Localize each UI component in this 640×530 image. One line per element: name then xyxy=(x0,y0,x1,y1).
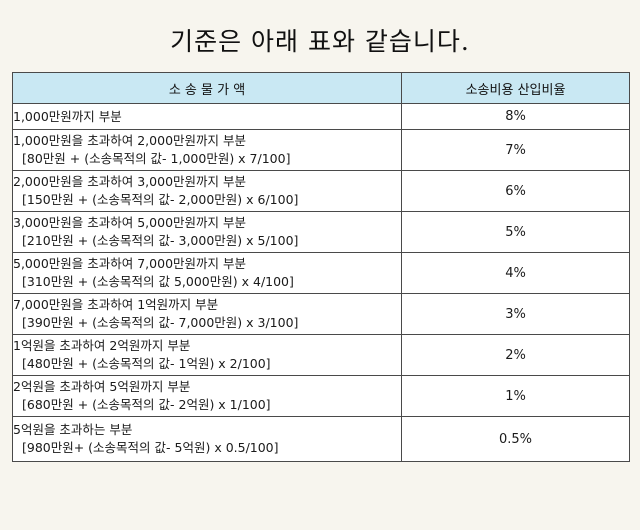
table-row: 2억원을 초과하여 5억원까지 부분 [680만원 + (소송목적의 값- 2억… xyxy=(12,375,630,417)
claim-value-cell: 2,000만원을 초과하여 3,000만원까지 부분 [150만원 + (소송목… xyxy=(12,170,402,212)
formula-text: [980만원+ (소송목적의 값- 5억원) x 0.5/100] xyxy=(22,440,279,455)
page-title: 기준은 아래 표와 같습니다. xyxy=(170,27,470,56)
table-row: 5,000만원을 초과하여 7,000만원까지 부분 [310만원 + (소송목… xyxy=(12,252,630,294)
range-text: 5,000만원을 초과하여 7,000만원까지 부분 xyxy=(13,256,246,271)
range-text: 1억원을 초과하여 2억원까지 부분 xyxy=(13,338,191,353)
range-text: 3,000만원을 초과하여 5,000만원까지 부분 xyxy=(13,215,246,230)
rate-cell: 1% xyxy=(401,375,630,417)
formula-text: [150만원 + (소송목적의 값- 2,000만원) x 6/100] xyxy=(22,192,299,207)
formula-text: [390만원 + (소송목적의 값- 7,000만원) x 3/100] xyxy=(22,315,299,330)
table-row: 2,000만원을 초과하여 3,000만원까지 부분 [150만원 + (소송목… xyxy=(12,170,630,212)
rate-cell: 0.5% xyxy=(401,416,630,462)
column-header-cost-rate: 소송비용 산입비율 xyxy=(401,72,630,104)
claim-value-cell: 3,000만원을 초과하여 5,000만원까지 부분 [210만원 + (소송목… xyxy=(12,211,402,253)
formula-text: [310만원 + (소송목적의 값 5,000만원) x 4/100] xyxy=(22,274,294,289)
claim-value-cell: 7,000만원을 초과하여 1억원까지 부분 [390만원 + (소송목적의 값… xyxy=(12,293,402,335)
claim-value-cell: 5억원을 초과하는 부분 [980만원+ (소송목적의 값- 5억원) x 0.… xyxy=(12,416,402,462)
formula-text: [80만원 + (소송목적의 값- 1,000만원) x 7/100] xyxy=(22,151,291,166)
claim-value-cell: 2억원을 초과하여 5억원까지 부분 [680만원 + (소송목적의 값- 2억… xyxy=(12,375,402,417)
formula-text: [210만원 + (소송목적의 값- 3,000만원) x 5/100] xyxy=(22,233,299,248)
range-text: 1,000만원을 초과하여 2,000만원까지 부분 xyxy=(13,133,246,148)
table-row: 1억원을 초과하여 2억원까지 부분 [480만원 + (소송목적의 값- 1억… xyxy=(12,334,630,376)
table-row: 1,000만원까지 부분 8% xyxy=(12,103,630,130)
rate-cell: 7% xyxy=(401,129,630,171)
table-row: 1,000만원을 초과하여 2,000만원까지 부분 [80만원 + (소송목적… xyxy=(12,129,630,171)
rate-cell: 5% xyxy=(401,211,630,253)
rate-cell: 8% xyxy=(401,103,630,130)
table-row: 7,000만원을 초과하여 1억원까지 부분 [390만원 + (소송목적의 값… xyxy=(12,293,630,335)
range-text: 5억원을 초과하는 부분 xyxy=(13,422,133,437)
column-header-claim-value: 소 송 물 가 액 xyxy=(12,72,402,104)
range-text: 7,000만원을 초과하여 1억원까지 부분 xyxy=(13,297,219,312)
table-row: 5억원을 초과하는 부분 [980만원+ (소송목적의 값- 5억원) x 0.… xyxy=(12,416,630,462)
rate-cell: 4% xyxy=(401,252,630,294)
claim-value-cell: 5,000만원을 초과하여 7,000만원까지 부분 [310만원 + (소송목… xyxy=(12,252,402,294)
claim-value-cell: 1억원을 초과하여 2억원까지 부분 [480만원 + (소송목적의 값- 1억… xyxy=(12,334,402,376)
range-text: 2,000만원을 초과하여 3,000만원까지 부분 xyxy=(13,174,246,189)
rate-cell: 2% xyxy=(401,334,630,376)
litigation-cost-table: 소 송 물 가 액 소송비용 산입비율 1,000만원까지 부분 8% 1,00… xyxy=(12,72,630,462)
claim-value-cell: 1,000만원까지 부분 xyxy=(12,103,402,130)
formula-text: [480만원 + (소송목적의 값- 1억원) x 2/100] xyxy=(22,356,271,371)
rate-cell: 6% xyxy=(401,170,630,212)
range-text: 2억원을 초과하여 5억원까지 부분 xyxy=(13,379,191,394)
rate-cell: 3% xyxy=(401,293,630,335)
table-header-row: 소 송 물 가 액 소송비용 산입비율 xyxy=(12,72,630,104)
table-row: 3,000만원을 초과하여 5,000만원까지 부분 [210만원 + (소송목… xyxy=(12,211,630,253)
claim-value-cell: 1,000만원을 초과하여 2,000만원까지 부분 [80만원 + (소송목적… xyxy=(12,129,402,171)
formula-text: [680만원 + (소송목적의 값- 2억원) x 1/100] xyxy=(22,397,271,412)
range-text: 1,000만원까지 부분 xyxy=(13,108,122,124)
